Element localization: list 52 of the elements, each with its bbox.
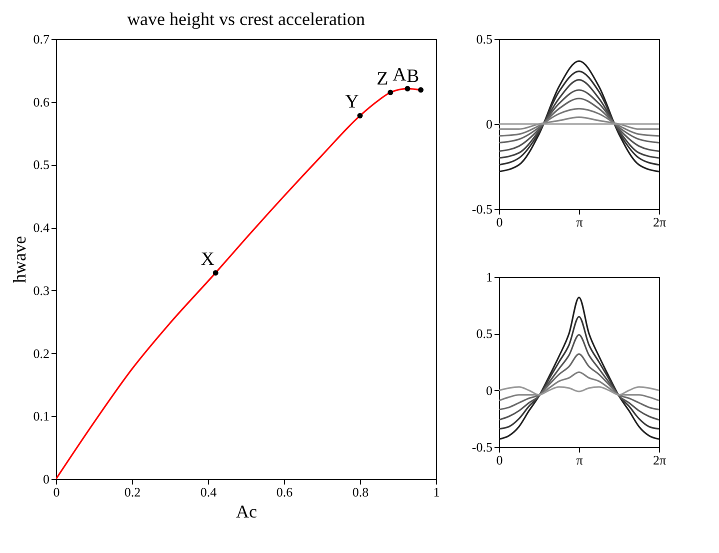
x-tick-label: 0 [496,452,503,468]
line-series [499,353,659,410]
line-series [499,108,659,137]
chart-title: wave height vs crest acceleration [127,9,365,29]
x-tick-label: 0 [496,214,503,230]
line-series [499,371,659,402]
y-tick-label: 0.5 [476,32,492,46]
y-tick-label: 0.6 [33,94,50,110]
line-series [499,60,659,172]
y-tick-label: 0.5 [476,326,492,342]
y-tick-label: 1 [486,270,492,284]
x-tick-label: 0.2 [124,484,141,500]
y-tick-label: 0.5 [33,157,50,172]
line-series [499,89,659,152]
line-series [499,98,659,144]
y-tick-label: 0 [486,116,492,132]
x-tick-label: 2π [652,214,666,230]
annotation: B [406,66,420,87]
x-tick-label: π [576,452,584,468]
point [404,86,410,92]
x-tick-label: π [576,214,584,230]
line-series [499,316,659,430]
line-series [499,70,659,166]
point [418,87,424,93]
y-tick-label: 0.1 [33,408,50,424]
line-series [499,334,659,421]
annotation: Z [376,68,388,90]
y-tick-label: -0.5 [472,202,492,216]
x-tick-label: 0 [53,484,60,500]
annotation: Y [345,92,360,113]
x-tick-label: 0.6 [276,484,294,500]
x-tick-label: 0.8 [352,484,369,500]
x-axis-title: Ac [236,502,257,522]
x-tick-label: 1 [433,484,440,500]
point [357,112,363,118]
annotation: A [392,64,407,86]
y-tick-label: 0.2 [33,346,50,361]
y-tick-label: 0.3 [33,282,50,298]
x-tick-label: 0.4 [200,484,218,500]
y-tick-label: 0 [43,472,50,486]
annotation: X [200,248,215,270]
y-tick-label: -0.5 [472,440,492,454]
y-axis-title: hwave [9,236,30,283]
line-series [499,79,659,159]
point [212,270,218,276]
line-series [499,386,659,396]
line-series [499,296,659,440]
y-tick-label: 0 [486,382,492,398]
line-series [499,116,659,130]
y-tick-label: 0.7 [33,32,50,46]
x-tick-label: 2π [652,452,666,468]
point [388,90,394,96]
